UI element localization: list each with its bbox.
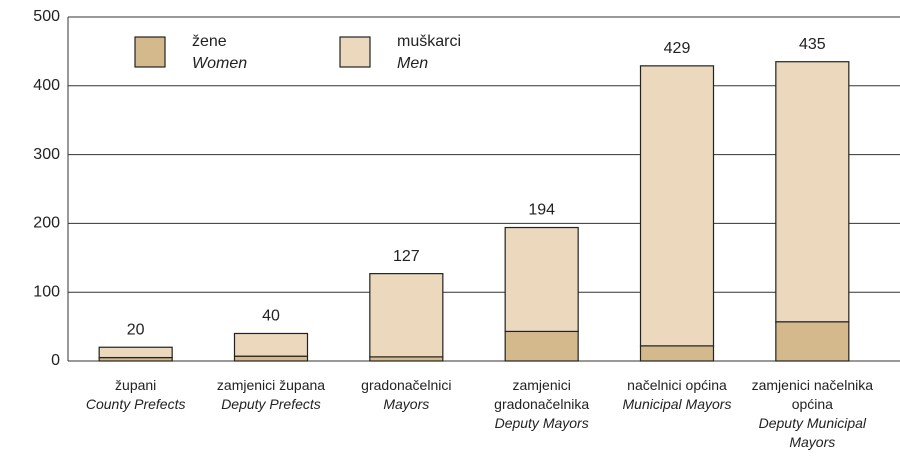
category-en: County Prefects: [85, 396, 186, 412]
total-label: 435: [799, 36, 826, 53]
bar-segment: [775, 61, 850, 323]
x-tick-label: zamjenici načelnika općina Deputy Municip…: [745, 376, 880, 452]
bar-segment: [233, 332, 309, 357]
category-hr: zamjenici načelnika općina: [751, 377, 874, 412]
legend-label: muškarci: [397, 33, 461, 50]
bar-segment: [504, 226, 579, 333]
category-en: Mayors: [383, 396, 430, 412]
legend-label: žene: [192, 33, 227, 50]
legend-label-en: Men: [397, 55, 428, 72]
x-tick-label: gradonačelnici Mayors: [339, 376, 474, 414]
total-label: 20: [127, 321, 145, 338]
total-label: 127: [393, 248, 420, 265]
y-tick-label: 100: [33, 283, 60, 300]
bar-segment: [504, 330, 579, 362]
bar-segment: [369, 273, 444, 358]
legend-swatch: [339, 36, 371, 68]
category-hr: zamjenici gradonačelnika: [494, 377, 590, 412]
bar-segment: [369, 356, 444, 362]
bar-segment: [639, 345, 715, 362]
category-hr: župani: [115, 377, 157, 393]
total-label: 429: [664, 40, 691, 57]
bar-segment: [233, 355, 309, 362]
x-tick-label: župani County Prefects: [68, 376, 203, 414]
category-en: Municipal Mayors: [622, 396, 732, 412]
y-tick-label: 400: [33, 77, 60, 94]
category-hr: gradonačelnici: [361, 377, 452, 393]
y-tick-label: 300: [33, 146, 60, 163]
total-label: 40: [262, 308, 280, 325]
category-hr: zamjenici župana: [216, 377, 326, 393]
y-tick-label: 200: [33, 215, 60, 232]
category-en: Deputy Municipal Mayors: [758, 415, 867, 450]
category-hr: načelnici općina: [627, 377, 727, 393]
bar-segment: [775, 321, 850, 362]
y-tick-label: 500: [33, 8, 60, 25]
legend-label-en: Women: [192, 55, 247, 72]
y-tick-label: 0: [51, 352, 60, 369]
x-tick-label: zamjenici župana Deputy Prefects: [203, 376, 338, 414]
legend-swatch: [134, 36, 166, 68]
category-en: Deputy Mayors: [494, 415, 589, 431]
x-tick-label: zamjenici gradonačelnika Deputy Mayors: [474, 376, 609, 433]
category-en: Deputy Prefects: [221, 396, 321, 412]
total-label: 194: [528, 202, 555, 219]
bar-segment: [639, 65, 715, 347]
x-tick-label: načelnici općina Municipal Mayors: [609, 376, 744, 414]
bar-segment: [98, 346, 173, 359]
